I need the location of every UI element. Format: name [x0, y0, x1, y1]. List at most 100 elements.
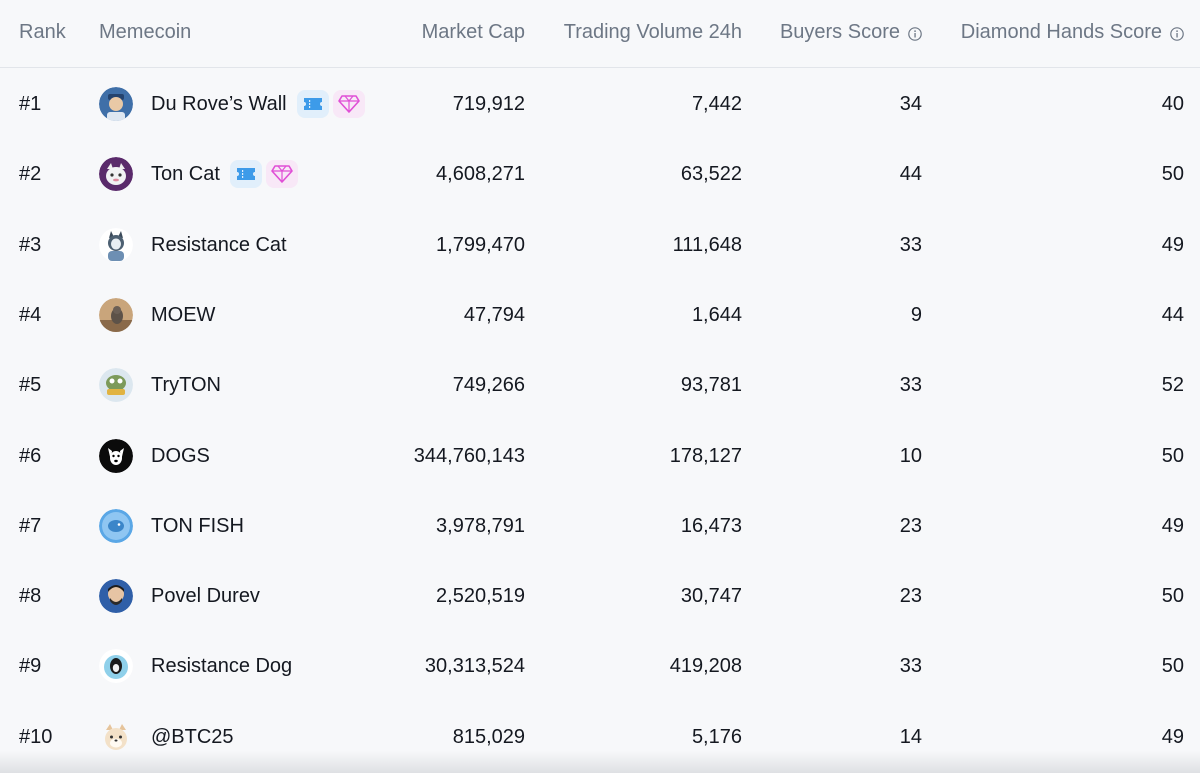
- trading-volume-cell: 16,473: [680, 514, 742, 537]
- buyers-score-cell: 33: [899, 374, 922, 397]
- header-diamond-hands-score[interactable]: Diamond Hands Score: [961, 19, 1184, 45]
- table-row[interactable]: #3 Resistance Cat 1,799,470 111,648 33 49: [0, 210, 1200, 280]
- memecoin-name[interactable]: Povel Durev: [151, 585, 260, 608]
- table-row[interactable]: #1 Du Rove’s Wall 719,912 7,442 34 40: [0, 69, 1200, 139]
- header-trading-volume[interactable]: Trading Volume 24h: [563, 21, 742, 43]
- gem-icon: [265, 160, 298, 189]
- ton-fish-avatar: [99, 508, 133, 543]
- memecoin-name[interactable]: Du Rove’s Wall: [151, 93, 287, 115]
- diamond-hands-score-cell: 49: [1161, 514, 1184, 537]
- memecoin-name-cell[interactable]: Povel Durev: [151, 561, 260, 631]
- table-row[interactable]: #6 DOGS 344,760,143 178,127 10 50: [0, 421, 1200, 491]
- buyers-score-cell: 10: [899, 444, 922, 467]
- buyers-score-cell: 34: [899, 93, 922, 115]
- table-row[interactable]: #7 TON FISH 3,978,791 16,473 23 49: [0, 491, 1200, 561]
- moew-avatar: [99, 297, 133, 332]
- trading-volume-cell: 419,208: [669, 655, 742, 678]
- rank-cell: #7: [19, 514, 42, 537]
- diamond-hands-score-cell: 50: [1161, 163, 1184, 186]
- memecoin-name-cell[interactable]: Resistance Cat: [151, 210, 287, 280]
- memecoin-name-cell[interactable]: MOEW: [151, 280, 215, 350]
- rank-cell: #3: [19, 233, 42, 256]
- market-cap-cell: 719,912: [452, 93, 525, 115]
- table-row[interactable]: #10 @BTC25 815,029 5,176 14 49: [0, 702, 1200, 772]
- market-cap-cell: 30,313,524: [424, 655, 525, 678]
- memecoin-name[interactable]: DOGS: [151, 444, 210, 467]
- market-cap-cell: 47,794: [463, 303, 525, 326]
- memecoin-name-cell[interactable]: Resistance Dog: [151, 631, 292, 701]
- header-buyers-score-label: Buyers Score: [779, 21, 900, 43]
- buyers-score-cell: 14: [899, 725, 922, 748]
- table-row[interactable]: #8 Povel Durev 2,520,519 30,747 23 50: [0, 561, 1200, 631]
- table-row[interactable]: #4 MOEW 47,794 1,644 9 44: [0, 280, 1200, 350]
- buyers-score-cell: 9: [910, 303, 922, 326]
- rank-cell: #1: [19, 93, 42, 115]
- header-market-cap[interactable]: Market Cap: [421, 21, 525, 43]
- header-buyers-score[interactable]: Buyers Score: [780, 19, 922, 45]
- memecoin-name[interactable]: TON FISH: [151, 514, 244, 537]
- info-icon[interactable]: [1170, 22, 1184, 41]
- memecoin-name-cell[interactable]: Ton Cat: [151, 139, 298, 209]
- trading-volume-cell: 93,781: [680, 374, 742, 397]
- buyers-score-cell: 33: [899, 655, 922, 678]
- diamond-hands-score-cell: 50: [1161, 444, 1184, 467]
- diamond-hands-score-cell: 40: [1161, 93, 1184, 115]
- header-rank[interactable]: Rank: [19, 21, 66, 43]
- buyers-score-cell: 23: [899, 585, 922, 608]
- memecoin-name-cell[interactable]: TryTON: [151, 350, 221, 420]
- trading-volume-cell: 30,747: [680, 585, 742, 608]
- rank-cell: #8: [19, 585, 42, 608]
- memecoin-name[interactable]: MOEW: [151, 303, 216, 326]
- ton-cat-avatar: [99, 157, 133, 192]
- dogs-avatar: [99, 438, 133, 473]
- trading-volume-cell: 5,176: [691, 725, 742, 748]
- btc25-avatar: [99, 719, 133, 754]
- memecoin-name[interactable]: Resistance Cat: [151, 233, 287, 256]
- gem-icon: [332, 90, 365, 118]
- memecoin-name[interactable]: @BTC25: [151, 725, 234, 748]
- info-icon[interactable]: [908, 22, 922, 41]
- table-row[interactable]: #2 Ton Cat 4,608,271 63,522 44 50: [0, 139, 1200, 209]
- trading-volume-cell: 111,648: [672, 233, 742, 256]
- market-cap-cell: 3,978,791: [436, 514, 525, 537]
- market-cap-cell: 4,608,271: [436, 163, 525, 186]
- market-cap-cell: 2,520,519: [436, 585, 525, 608]
- resistance-dog-avatar: [99, 649, 133, 684]
- memecoin-name-cell[interactable]: TON FISH: [151, 491, 244, 561]
- trading-volume-cell: 1,644: [691, 303, 742, 326]
- buyers-score-cell: 23: [899, 514, 922, 537]
- rank-cell: #4: [19, 303, 42, 326]
- diamond-hands-score-cell: 50: [1161, 655, 1184, 678]
- table-row[interactable]: #9 Resistance Dog 30,313,524 419,208 33 50: [0, 631, 1200, 701]
- tryton-avatar: [99, 368, 133, 403]
- diamond-hands-score-cell: 52: [1161, 374, 1184, 397]
- trading-volume-cell: 63,522: [680, 163, 742, 186]
- market-cap-cell: 749,266: [452, 374, 525, 397]
- memecoin-name-cell[interactable]: Du Rove’s Wall: [151, 69, 365, 139]
- rank-cell: #9: [19, 655, 42, 678]
- diamond-hands-score-cell: 49: [1161, 233, 1184, 256]
- market-cap-cell: 344,760,143: [413, 444, 525, 467]
- memecoin-name[interactable]: Resistance Dog: [151, 655, 293, 678]
- diamond-hands-score-cell: 44: [1161, 303, 1184, 326]
- memecoin-name[interactable]: TryTON: [151, 374, 221, 397]
- market-cap-cell: 1,799,470: [436, 233, 525, 256]
- povel-durev-avatar: [99, 579, 133, 614]
- resistance-cat-avatar: [99, 227, 133, 262]
- rank-cell: #2: [19, 163, 42, 186]
- trading-volume-cell: 7,442: [691, 93, 742, 115]
- header-diamond-hands-label: Diamond Hands Score: [960, 21, 1162, 43]
- diamond-hands-score-cell: 49: [1161, 725, 1184, 748]
- header-memecoin[interactable]: Memecoin: [99, 21, 192, 43]
- rank-cell: #10: [19, 725, 53, 748]
- trading-volume-cell: 178,127: [669, 444, 742, 467]
- buyers-score-cell: 44: [899, 163, 922, 186]
- table-row[interactable]: #5 TryTON 749,266 93,781 33 52: [0, 350, 1200, 420]
- table-header: Rank Memecoin Market Cap Trading Volume …: [0, 0, 1200, 68]
- memecoin-name-cell[interactable]: DOGS: [151, 421, 210, 491]
- ticket-icon: [229, 160, 262, 189]
- memecoin-name[interactable]: Ton Cat: [151, 163, 220, 186]
- rank-cell: #6: [19, 444, 42, 467]
- memecoin-name-cell[interactable]: @BTC25: [151, 702, 234, 772]
